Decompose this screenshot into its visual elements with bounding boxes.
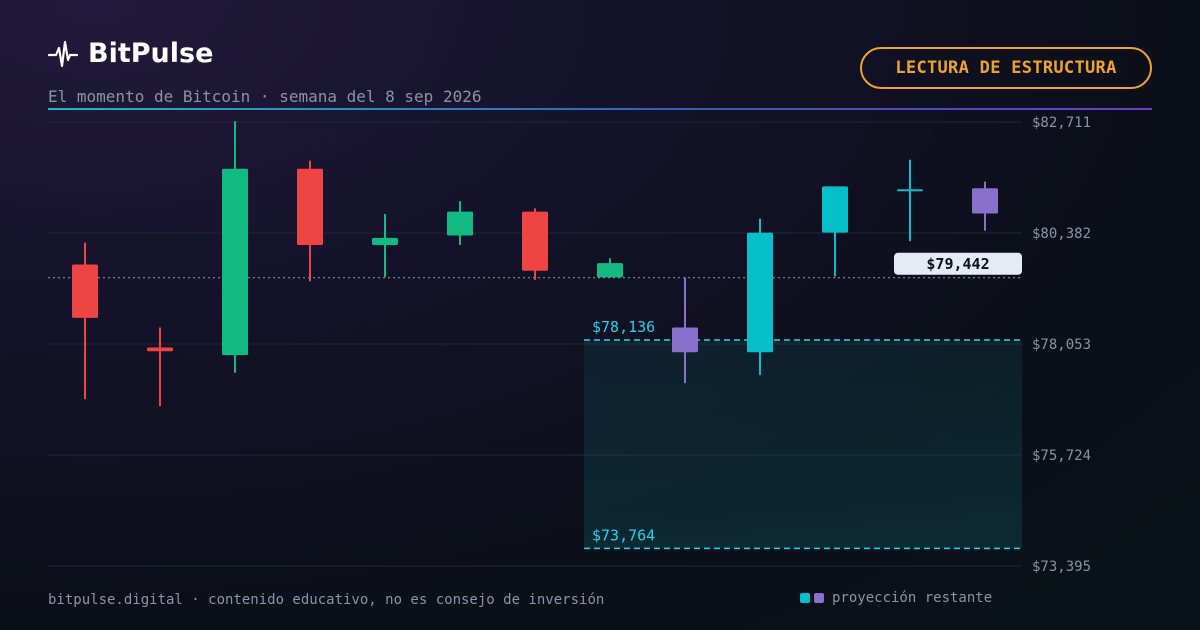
y-tick-label: $75,724	[1032, 448, 1091, 464]
candle-body	[297, 168, 323, 246]
y-tick-label: $73,395	[1032, 559, 1091, 575]
candle-body	[522, 211, 548, 271]
current-price-label: $79,442	[926, 255, 989, 273]
candle-body	[972, 188, 998, 214]
header-divider	[48, 108, 1152, 110]
candle-body	[822, 186, 848, 233]
candle-body	[72, 264, 98, 318]
footer-disclaimer: bitpulse.digital · contenido educativo, …	[48, 592, 605, 608]
projection-zone	[584, 340, 1022, 549]
y-tick-label: $82,711	[1032, 115, 1091, 131]
candle-body	[897, 189, 923, 192]
candle-body	[747, 232, 773, 353]
brand-name: BitPulse	[88, 38, 214, 69]
candle-body	[147, 347, 173, 352]
legend-swatch-down	[814, 593, 824, 603]
candle-body	[372, 237, 398, 246]
candle-body	[447, 211, 473, 236]
candle-body	[672, 327, 698, 353]
legend-swatch-up	[800, 593, 810, 603]
pulse-icon	[48, 40, 78, 67]
brand-logo: BitPulse	[48, 38, 213, 69]
zone-bottom-label: $73,764	[592, 526, 655, 544]
legend: proyección restante	[800, 590, 992, 606]
page-subtitle: El momento de Bitcoin · semana del 8 sep…	[48, 87, 482, 106]
structure-badge: LECTURA DE ESTRUCTURA	[860, 47, 1152, 89]
y-tick-label: $80,382	[1032, 226, 1091, 242]
zone-top-label: $78,136	[592, 318, 655, 336]
candle-body	[597, 263, 623, 278]
current-price-pill	[894, 252, 1022, 275]
y-tick-label: $78,053	[1032, 337, 1091, 353]
candle-body	[222, 168, 248, 356]
legend-label: proyección restante	[832, 590, 993, 606]
